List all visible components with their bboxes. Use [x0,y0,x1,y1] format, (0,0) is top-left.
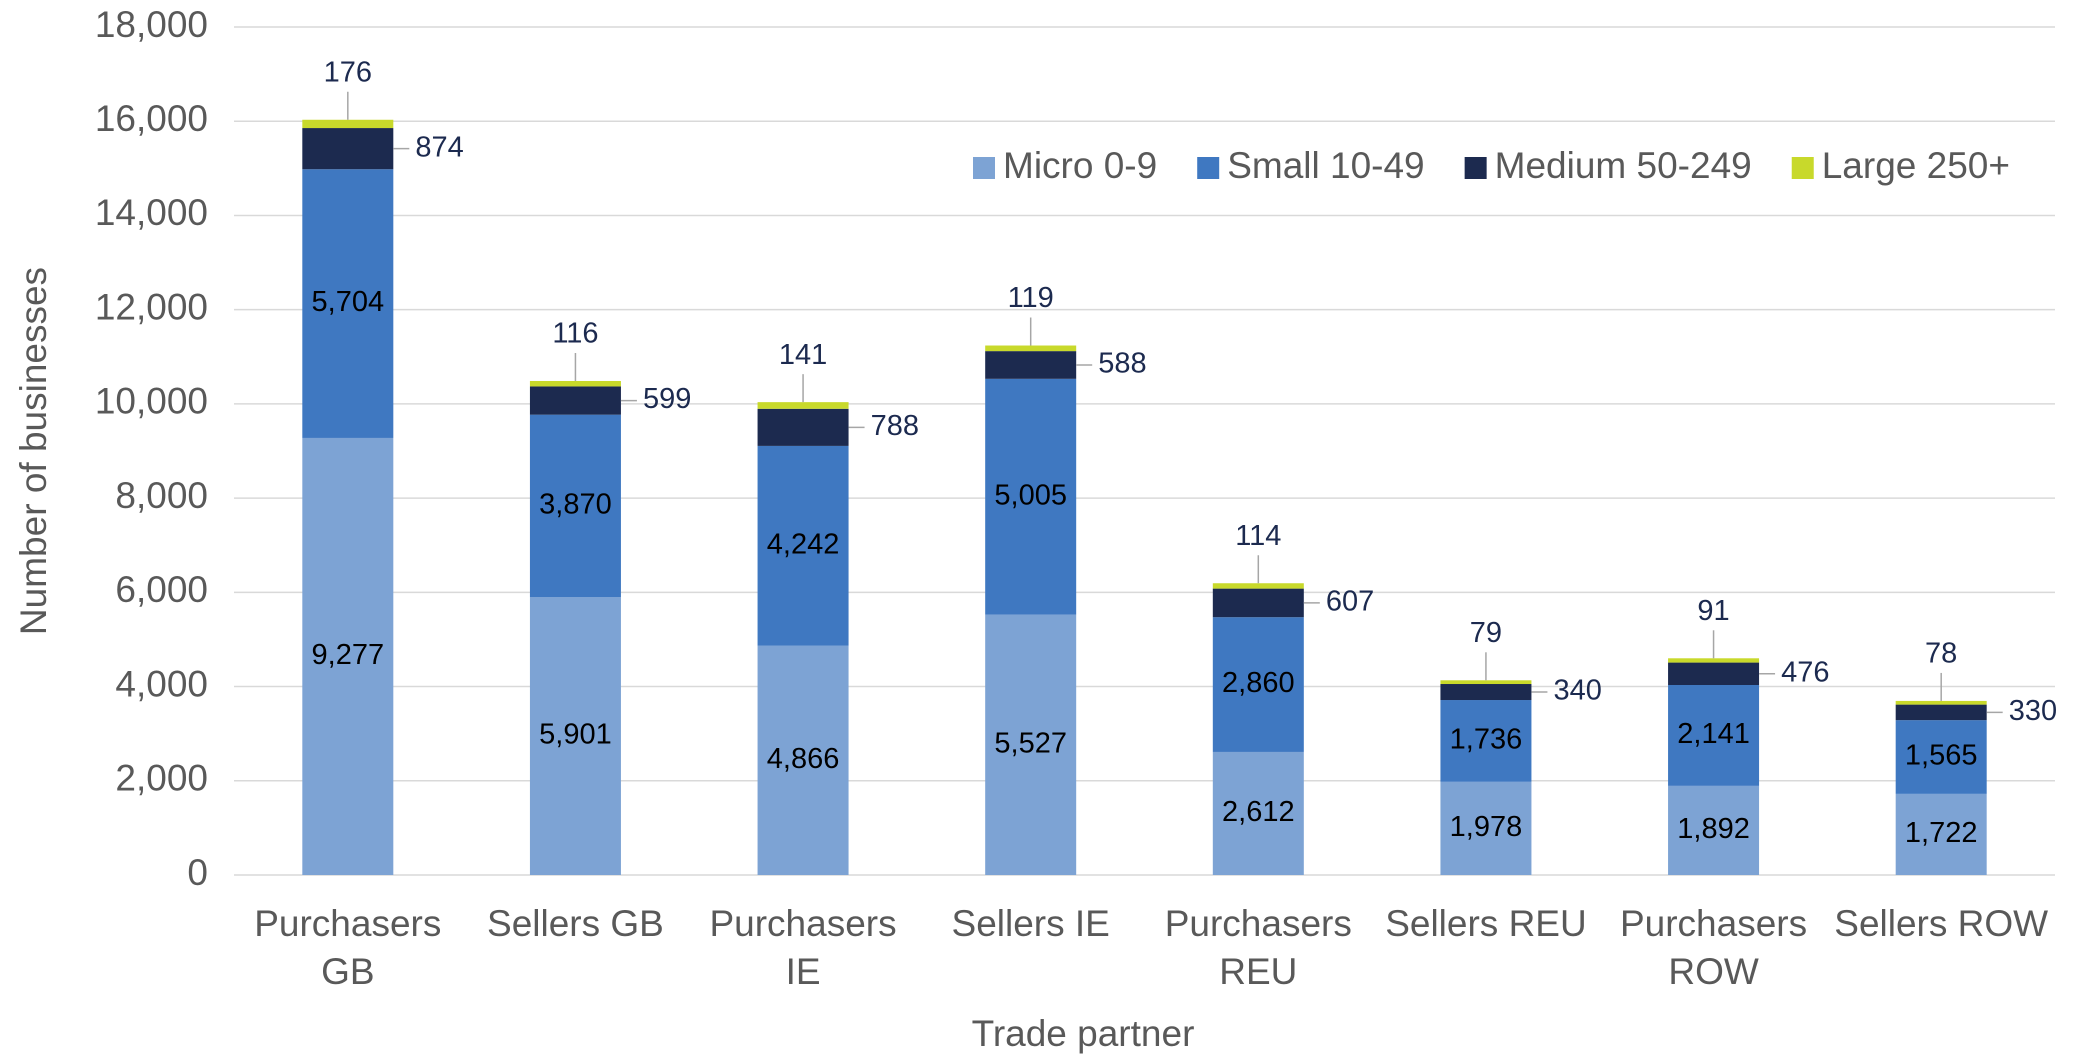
y-tick-label: 18,000 [95,4,208,45]
data-label: 5,005 [994,479,1067,511]
legend-swatch [1197,157,1220,179]
y-tick-label: 0 [187,852,208,893]
data-label: 874 [415,131,463,163]
data-label: 340 [1553,675,1601,707]
bar-segment [529,386,621,415]
bar-segment [1668,785,1760,875]
bar-segment [1895,704,1987,721]
bar-segment [1895,720,1987,794]
legend-label: Large 250+ [1822,145,2010,186]
bar-segment [1212,751,1304,875]
data-label: 9,277 [312,639,385,671]
data-label: 116 [552,318,598,350]
x-tick-label: Purchasers GB [254,903,441,992]
bar-segment [302,119,394,129]
legend-swatch [1791,157,1814,179]
bar-segment [985,378,1077,615]
data-label: 1,565 [1905,740,1978,772]
data-label: 119 [1008,282,1054,314]
bar-segment [1212,617,1304,752]
bar-segment [1668,662,1760,686]
data-label: 5,704 [312,286,385,318]
x-tick-label: Purchasers ROW [1620,903,1807,992]
bar-segment [529,414,621,597]
bar-segment [1212,583,1304,589]
bar-segment [985,345,1077,352]
y-tick-label: 8,000 [115,475,208,516]
y-tick-label: 10,000 [95,381,208,422]
bar-segment [985,614,1077,875]
bar-segment [529,596,621,875]
data-label: 141 [779,339,827,371]
y-tick-label: 4,000 [115,663,208,704]
x-axis-title: Trade partner [972,1013,1195,1054]
y-tick-label: 6,000 [115,569,208,610]
bar-segment [757,402,849,409]
y-tick-label: 2,000 [115,758,208,799]
x-tick-label: Purchasers IE [709,903,896,992]
data-label: 330 [2009,695,2057,727]
bar-segment [302,128,394,170]
legend-label: Medium 50-249 [1495,145,1752,186]
data-label: 1,978 [1450,811,1523,843]
bar-segment [1212,588,1304,618]
data-label: 2,860 [1222,667,1295,699]
bar-segment [1668,685,1760,786]
bar-segment [757,645,849,875]
data-label: 176 [324,56,372,88]
data-label: 1,892 [1677,813,1750,845]
legend-label: Small 10-49 [1227,145,1424,186]
legend-label: Micro 0-9 [1003,145,1157,186]
bar-segment [1895,793,1987,875]
x-tick-label: Sellers IE [952,903,1110,944]
x-tick-label: Sellers ROW [1834,903,2048,944]
bar-segment [757,445,849,646]
data-label: 788 [871,410,919,442]
data-label: 78 [1925,638,1957,670]
data-label: 1,736 [1450,724,1523,756]
legend-swatch [973,157,995,179]
bar-segment [1440,684,1532,701]
bar-segment [1440,781,1532,875]
legend-swatch [1464,157,1487,179]
data-label: 2,612 [1222,796,1295,828]
y-axis-title: Number of businesses [13,267,54,635]
data-label: 2,141 [1677,718,1750,750]
data-label: 588 [1098,348,1146,380]
bar-segment [302,437,394,875]
bar-segment [985,351,1077,379]
data-label: 114 [1235,520,1281,552]
data-label: 79 [1470,617,1502,649]
data-label: 4,242 [767,528,840,560]
data-label: 5,901 [539,719,612,751]
bar-segment [1440,700,1532,782]
bar-segment [1668,658,1760,663]
data-label: 599 [643,383,691,415]
data-label: 607 [1326,586,1374,618]
data-label: 1,722 [1905,817,1978,849]
x-tick-label: Sellers REU [1385,903,1587,944]
bar-segment [757,408,849,446]
data-label: 3,870 [539,488,612,520]
data-label: 5,527 [994,727,1067,759]
y-tick-label: 12,000 [95,286,208,327]
data-label: 476 [1781,656,1829,688]
y-tick-label: 14,000 [95,192,208,233]
x-tick-label: Sellers GB [487,903,664,944]
data-label: 91 [1697,595,1729,627]
bar-segment [1440,680,1532,685]
x-tick-label: Purchasers REU [1165,903,1352,992]
bar-segment [1895,700,1987,705]
data-label: 4,866 [767,743,840,775]
bar-segment [302,169,394,438]
bar-segment [529,380,621,387]
y-tick-label: 16,000 [95,98,208,139]
